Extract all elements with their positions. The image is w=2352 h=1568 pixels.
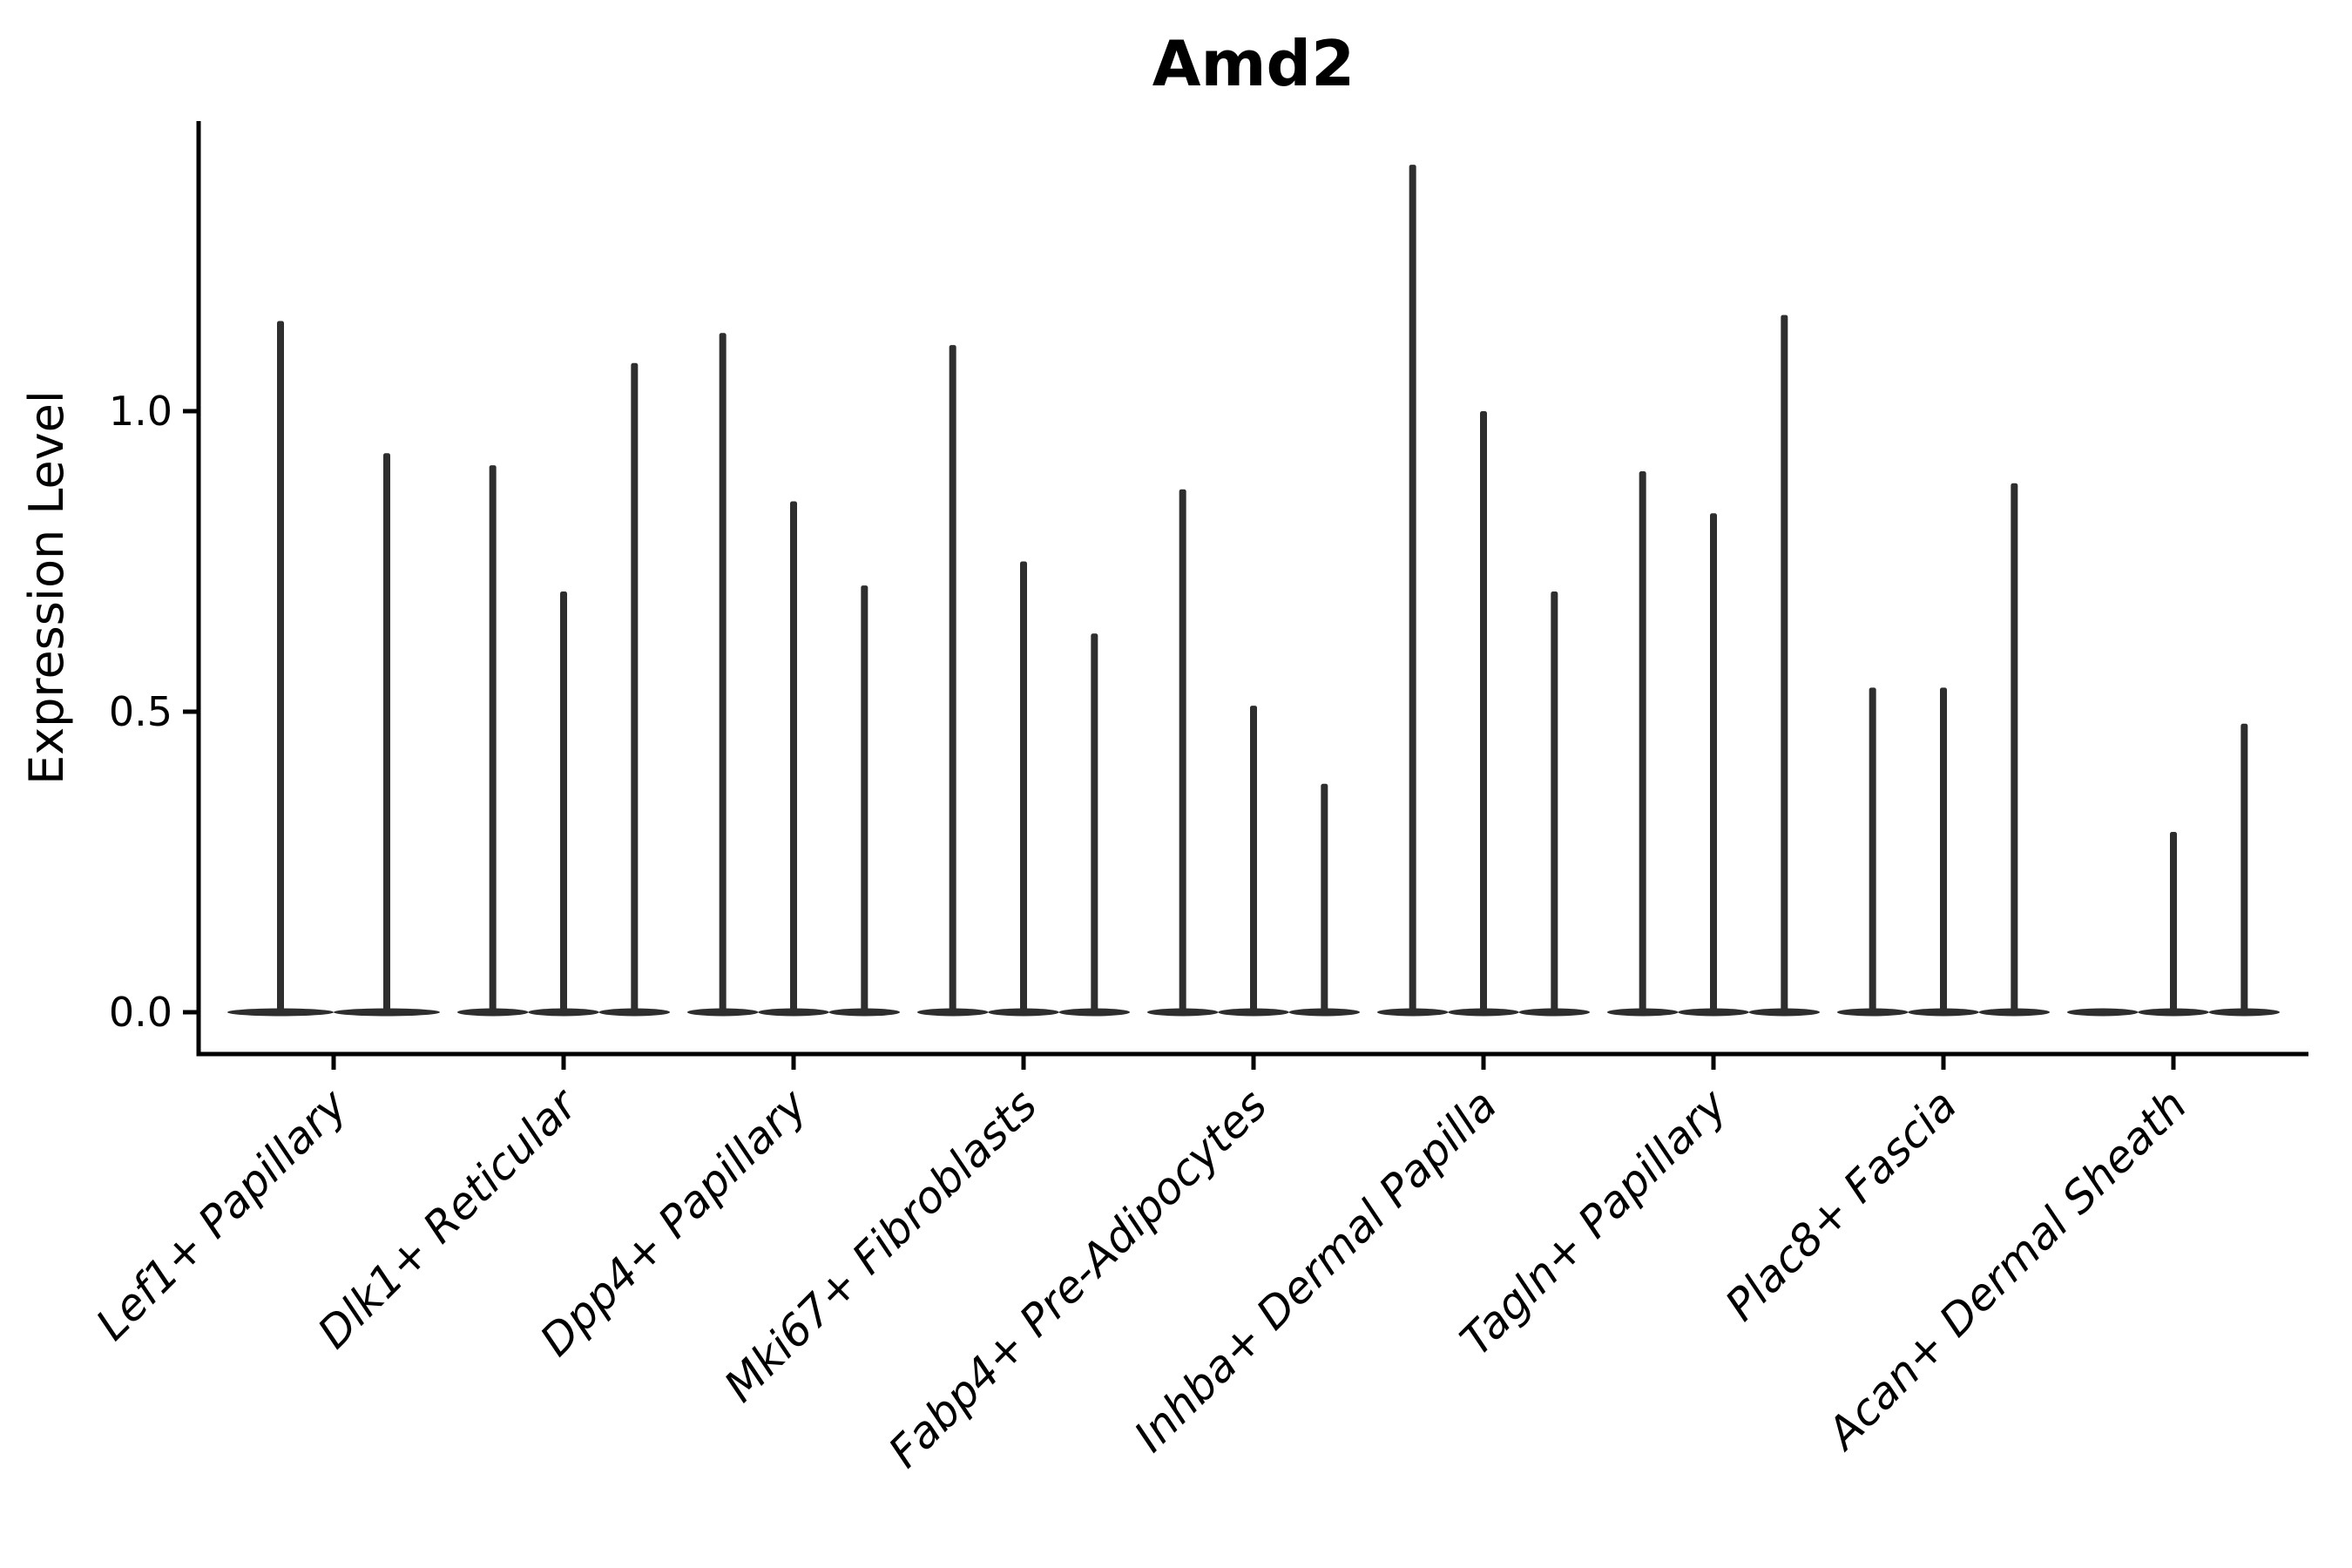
violin-spike bbox=[1639, 471, 1646, 1012]
violin-spike bbox=[1091, 633, 1098, 1012]
violin-spike bbox=[489, 465, 497, 1012]
violin-spike bbox=[719, 333, 727, 1012]
violin-spike bbox=[2011, 483, 2018, 1012]
x-tick-label: Inhba+ Dermal Papilla bbox=[1125, 1079, 1506, 1461]
violin-spike bbox=[1409, 165, 1416, 1013]
y-axis-label: Expression Level bbox=[19, 390, 74, 785]
violin-spike bbox=[1480, 411, 1487, 1012]
violin-spike bbox=[1250, 706, 1257, 1012]
violin-spike bbox=[1321, 783, 1328, 1012]
y-tick-label: 1.0 bbox=[109, 388, 172, 435]
x-tick-label: Lef1+ Papillary bbox=[86, 1078, 357, 1349]
violin-spike bbox=[1940, 687, 1947, 1012]
violin-spike bbox=[1869, 687, 1876, 1012]
violin-spike bbox=[949, 345, 956, 1013]
violin-spike bbox=[2240, 723, 2248, 1012]
violin-body bbox=[2067, 1008, 2139, 1017]
violin-spike bbox=[1020, 561, 1027, 1012]
y-tick-label: 0.5 bbox=[109, 688, 172, 735]
x-tick-label: Fabp4+ Pre-Adipocytes bbox=[879, 1079, 1277, 1477]
violin-spike bbox=[560, 591, 567, 1012]
violin-spike bbox=[1551, 591, 1558, 1012]
violin-spike bbox=[1710, 513, 1717, 1012]
violin-spike bbox=[1781, 314, 1788, 1013]
violin-spike bbox=[861, 585, 868, 1012]
violin-spike bbox=[277, 321, 284, 1012]
chart-title: Amd2 bbox=[1152, 27, 1355, 100]
violin-spike bbox=[631, 362, 639, 1012]
violin-spike bbox=[383, 453, 390, 1012]
x-tick-label: Plac8+ Fascia bbox=[1716, 1079, 1967, 1330]
violin-spike bbox=[1179, 489, 1186, 1012]
violin-spike bbox=[790, 501, 797, 1012]
y-tick-label: 0.0 bbox=[109, 989, 172, 1036]
violin-spike bbox=[2170, 832, 2177, 1012]
